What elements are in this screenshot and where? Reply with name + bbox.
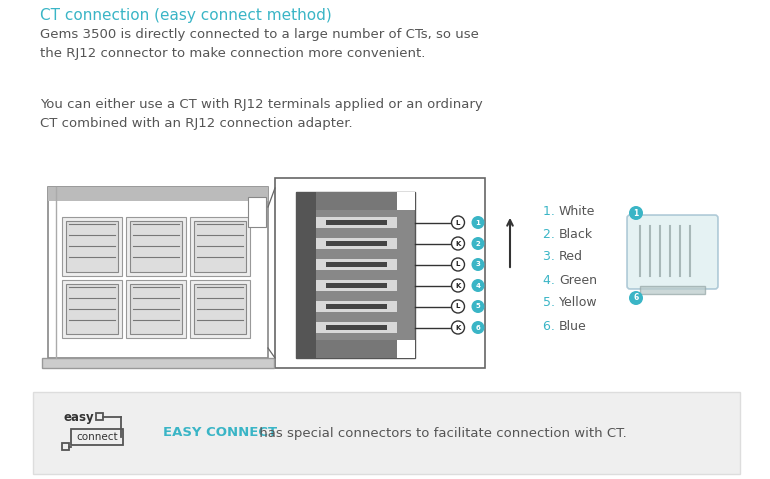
Text: 3.: 3. (543, 251, 559, 263)
Circle shape (451, 237, 464, 250)
Bar (316, 217, 397, 228)
Bar (296, 340, 415, 358)
Bar (190, 280, 250, 338)
Text: You can either use a CT with RJ12 terminals applied or an ordinary
CT combined w: You can either use a CT with RJ12 termin… (40, 98, 483, 129)
Bar (33, 392, 740, 474)
Bar (96, 413, 103, 420)
Text: CT connection (easy connect method): CT connection (easy connect method) (40, 8, 332, 23)
Text: K: K (455, 283, 460, 288)
Bar (316, 301, 397, 312)
Circle shape (629, 291, 643, 305)
Text: Green: Green (559, 274, 597, 286)
Text: Yellow: Yellow (559, 297, 598, 309)
Text: 6: 6 (476, 324, 480, 331)
Bar (640, 286, 705, 294)
Bar (326, 325, 387, 330)
Bar (126, 217, 186, 275)
Bar (66, 221, 118, 272)
Circle shape (451, 321, 464, 334)
Text: EASY CONNECT: EASY CONNECT (163, 426, 277, 440)
Text: connect: connect (76, 432, 118, 442)
Text: 5: 5 (476, 304, 480, 309)
Bar (275, 178, 485, 368)
Text: has special connectors to facilitate connection with CT.: has special connectors to facilitate con… (255, 426, 627, 440)
Circle shape (471, 300, 484, 313)
Bar (397, 192, 415, 210)
Bar (316, 280, 397, 291)
Bar (326, 284, 387, 287)
Text: L: L (456, 304, 460, 309)
Text: 6.: 6. (543, 319, 559, 332)
Bar (194, 284, 246, 334)
Text: 2.: 2. (543, 228, 559, 240)
Text: 1: 1 (634, 208, 638, 217)
Bar (48, 187, 268, 358)
Bar (126, 280, 186, 338)
Circle shape (451, 216, 464, 229)
Text: L: L (456, 262, 460, 267)
Bar (316, 322, 397, 333)
Text: K: K (455, 240, 460, 247)
Text: Black: Black (559, 228, 593, 240)
Text: 5.: 5. (543, 297, 559, 309)
Text: 1.: 1. (543, 205, 559, 217)
Bar (296, 192, 415, 358)
Circle shape (471, 216, 484, 229)
Bar (71, 429, 123, 445)
Text: 4.: 4. (543, 274, 559, 286)
Circle shape (451, 258, 464, 271)
Text: Red: Red (559, 251, 583, 263)
Bar (62, 217, 122, 275)
Bar (397, 340, 415, 358)
Circle shape (629, 206, 643, 220)
Text: 2: 2 (476, 240, 480, 247)
Bar (190, 217, 250, 275)
Text: easy: easy (63, 411, 94, 424)
Bar (296, 192, 415, 210)
Circle shape (471, 258, 484, 271)
Text: L: L (456, 219, 460, 226)
Bar (248, 197, 266, 227)
Text: K: K (455, 324, 460, 331)
Circle shape (471, 279, 484, 292)
Text: 3: 3 (476, 262, 480, 267)
Bar (326, 262, 387, 266)
Bar (48, 187, 268, 201)
Text: Gems 3500 is directly connected to a large number of CTs, so use
the RJ12 connec: Gems 3500 is directly connected to a lar… (40, 28, 479, 59)
Bar (316, 259, 397, 270)
Bar (62, 443, 69, 450)
Bar (326, 220, 387, 225)
Text: 4: 4 (476, 283, 480, 288)
Text: White: White (559, 205, 595, 217)
Bar (66, 284, 118, 334)
Bar (42, 358, 274, 368)
Circle shape (451, 300, 464, 313)
Bar (62, 280, 122, 338)
Text: Blue: Blue (559, 319, 587, 332)
Bar (316, 238, 397, 249)
Bar (130, 221, 182, 272)
FancyBboxPatch shape (627, 215, 718, 289)
Bar (326, 241, 387, 246)
Circle shape (471, 237, 484, 250)
Bar (194, 221, 246, 272)
Bar (326, 305, 387, 308)
Text: 6: 6 (634, 294, 638, 303)
Bar (296, 192, 316, 358)
Bar (130, 284, 182, 334)
Circle shape (471, 321, 484, 334)
Circle shape (451, 279, 464, 292)
Text: 1: 1 (476, 219, 480, 226)
